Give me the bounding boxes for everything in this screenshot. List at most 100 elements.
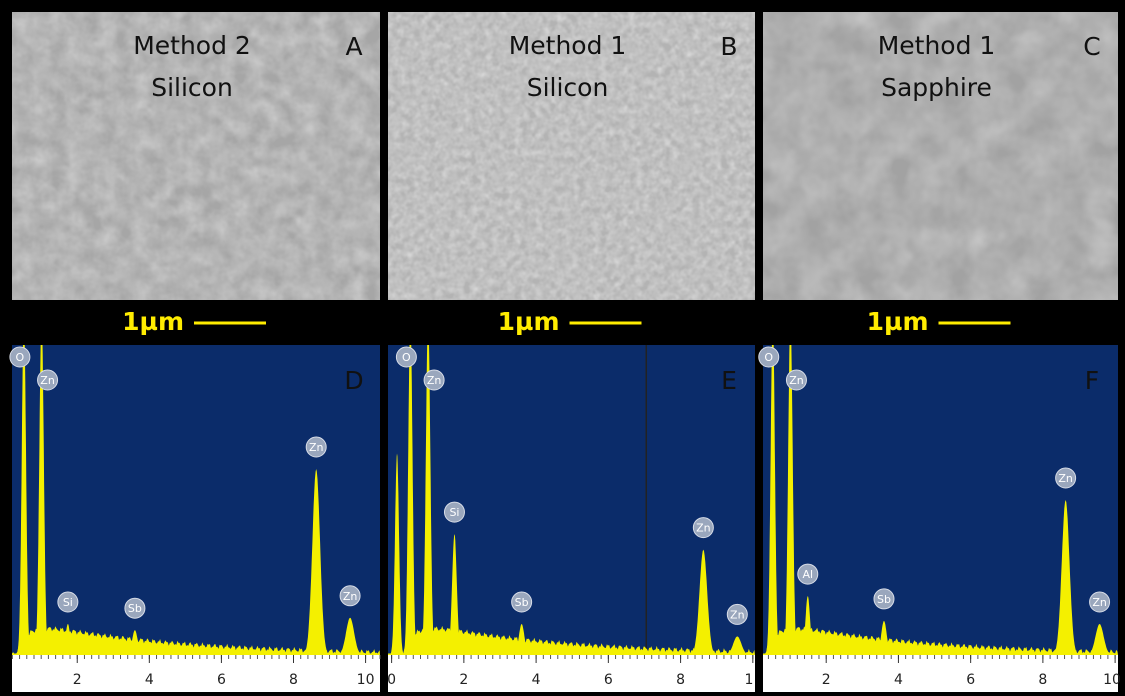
x-tick-label: 8: [289, 672, 298, 688]
x-tick-label: 6: [604, 672, 613, 688]
peak: [58, 624, 78, 655]
x-tick-label: 6: [966, 672, 975, 688]
peak-label: O: [16, 351, 25, 364]
peak: [419, 345, 437, 655]
peak-marker: [124, 597, 146, 619]
x-tick-label: 2: [73, 672, 82, 688]
peak: [764, 345, 782, 655]
peak-marker: [443, 501, 465, 523]
x-tick-label: 0: [387, 672, 396, 688]
panel-title: Method 1: [509, 31, 627, 60]
peak-label: O: [764, 351, 773, 364]
peak: [687, 549, 719, 655]
peak-marker: [57, 591, 79, 613]
panel-title: Sapphire: [881, 73, 992, 102]
peak: [798, 596, 817, 655]
peak-label: Zn: [789, 374, 804, 387]
peak-label: Zn: [309, 441, 324, 454]
peak-marker: [511, 591, 533, 613]
peak-marker: [37, 369, 59, 391]
scale-bar-label: 1µm: [867, 307, 929, 336]
x-tick-label: 6: [217, 672, 226, 688]
peak-label: Zn: [696, 522, 711, 535]
sem-texture: [388, 12, 755, 300]
peak: [510, 624, 533, 655]
spectrum: O Zn Si Sb Zn Zn E 0 2 4 6 8 1: [387, 345, 755, 692]
peak: [32, 345, 51, 655]
peak: [721, 636, 754, 655]
x-tick-label: 2: [459, 672, 468, 688]
sem-texture: [763, 12, 1118, 300]
x-tick-label: 2: [822, 672, 831, 688]
spectrum: O Zn Si Sb Zn Zn D 2 4 6 8 10: [9, 345, 381, 692]
panel-letter: D: [344, 366, 363, 395]
peak-label: Sb: [128, 602, 142, 615]
peak-marker: [758, 346, 780, 368]
peak: [300, 469, 332, 655]
continuum: [388, 625, 755, 655]
sem-texture: [12, 12, 380, 300]
continuum: [763, 625, 1118, 655]
axis-strip: [388, 655, 755, 692]
peak-label: Sb: [515, 596, 529, 609]
peak: [1050, 500, 1082, 655]
peak-label: Al: [802, 568, 813, 581]
panel-letter: F: [1085, 366, 1099, 395]
panel-letter: E: [721, 366, 737, 395]
panel-title: Silicon: [151, 73, 233, 102]
axis-strip: [12, 655, 380, 692]
peak-marker: [873, 588, 895, 610]
peak: [445, 534, 464, 655]
peak-label: Sb: [877, 593, 891, 606]
panel-letter: C: [1083, 32, 1100, 61]
peak-label: Zn: [730, 608, 745, 621]
x-tick-label: 4: [894, 672, 903, 688]
peak-marker: [726, 603, 748, 625]
peak: [781, 345, 800, 655]
x-tick-label: 8: [1038, 672, 1047, 688]
peak-label: Si: [63, 596, 73, 609]
spectrum-bg: [763, 345, 1118, 655]
peak-marker: [785, 369, 807, 391]
spectrum-bg: [388, 345, 755, 655]
spectrum-data: [12, 345, 380, 655]
peak-marker: [797, 563, 819, 585]
peak-marker: [1055, 467, 1077, 489]
peak-marker: [339, 585, 361, 607]
spectrum: O Zn Al Sb Zn Zn F 2 4 6 8 10: [758, 345, 1121, 692]
peak: [872, 620, 895, 655]
peak-label: Zn: [427, 374, 442, 387]
axis-strip: [763, 655, 1118, 692]
peak-label: O: [402, 351, 411, 364]
scale-bar-label: 1µm: [498, 307, 560, 336]
panel-letter: A: [345, 32, 362, 61]
spectrum-data: [388, 345, 755, 655]
peak-marker: [9, 346, 31, 368]
x-tick-label: 4: [145, 672, 154, 688]
scale-bar-label: 1µm: [122, 307, 184, 336]
continuum: [12, 625, 380, 655]
panel-title: Silicon: [527, 73, 609, 102]
panel-title: Method 1: [878, 31, 996, 60]
peak-label: Zn: [343, 590, 358, 603]
peak-label: Zn: [1092, 596, 1107, 609]
peak-label: Zn: [1058, 472, 1073, 485]
peak: [402, 345, 419, 655]
peak-marker: [395, 346, 417, 368]
peak-marker: [305, 436, 327, 458]
peak-label: Si: [449, 506, 459, 519]
x-tick-label: 8: [676, 672, 685, 688]
spectrum-data: [763, 345, 1118, 655]
panel-letter: B: [720, 32, 737, 61]
x-tick-label: 1: [745, 672, 754, 688]
peak: [333, 617, 367, 655]
x-tick-label: 10: [1103, 672, 1121, 688]
peak-label: Zn: [40, 374, 55, 387]
x-tick-label: 4: [532, 672, 541, 688]
peak: [1083, 624, 1116, 655]
peak: [389, 453, 406, 655]
peak-marker: [1089, 591, 1111, 613]
panel-title: Method 2: [133, 31, 251, 60]
peak-marker: [423, 369, 445, 391]
